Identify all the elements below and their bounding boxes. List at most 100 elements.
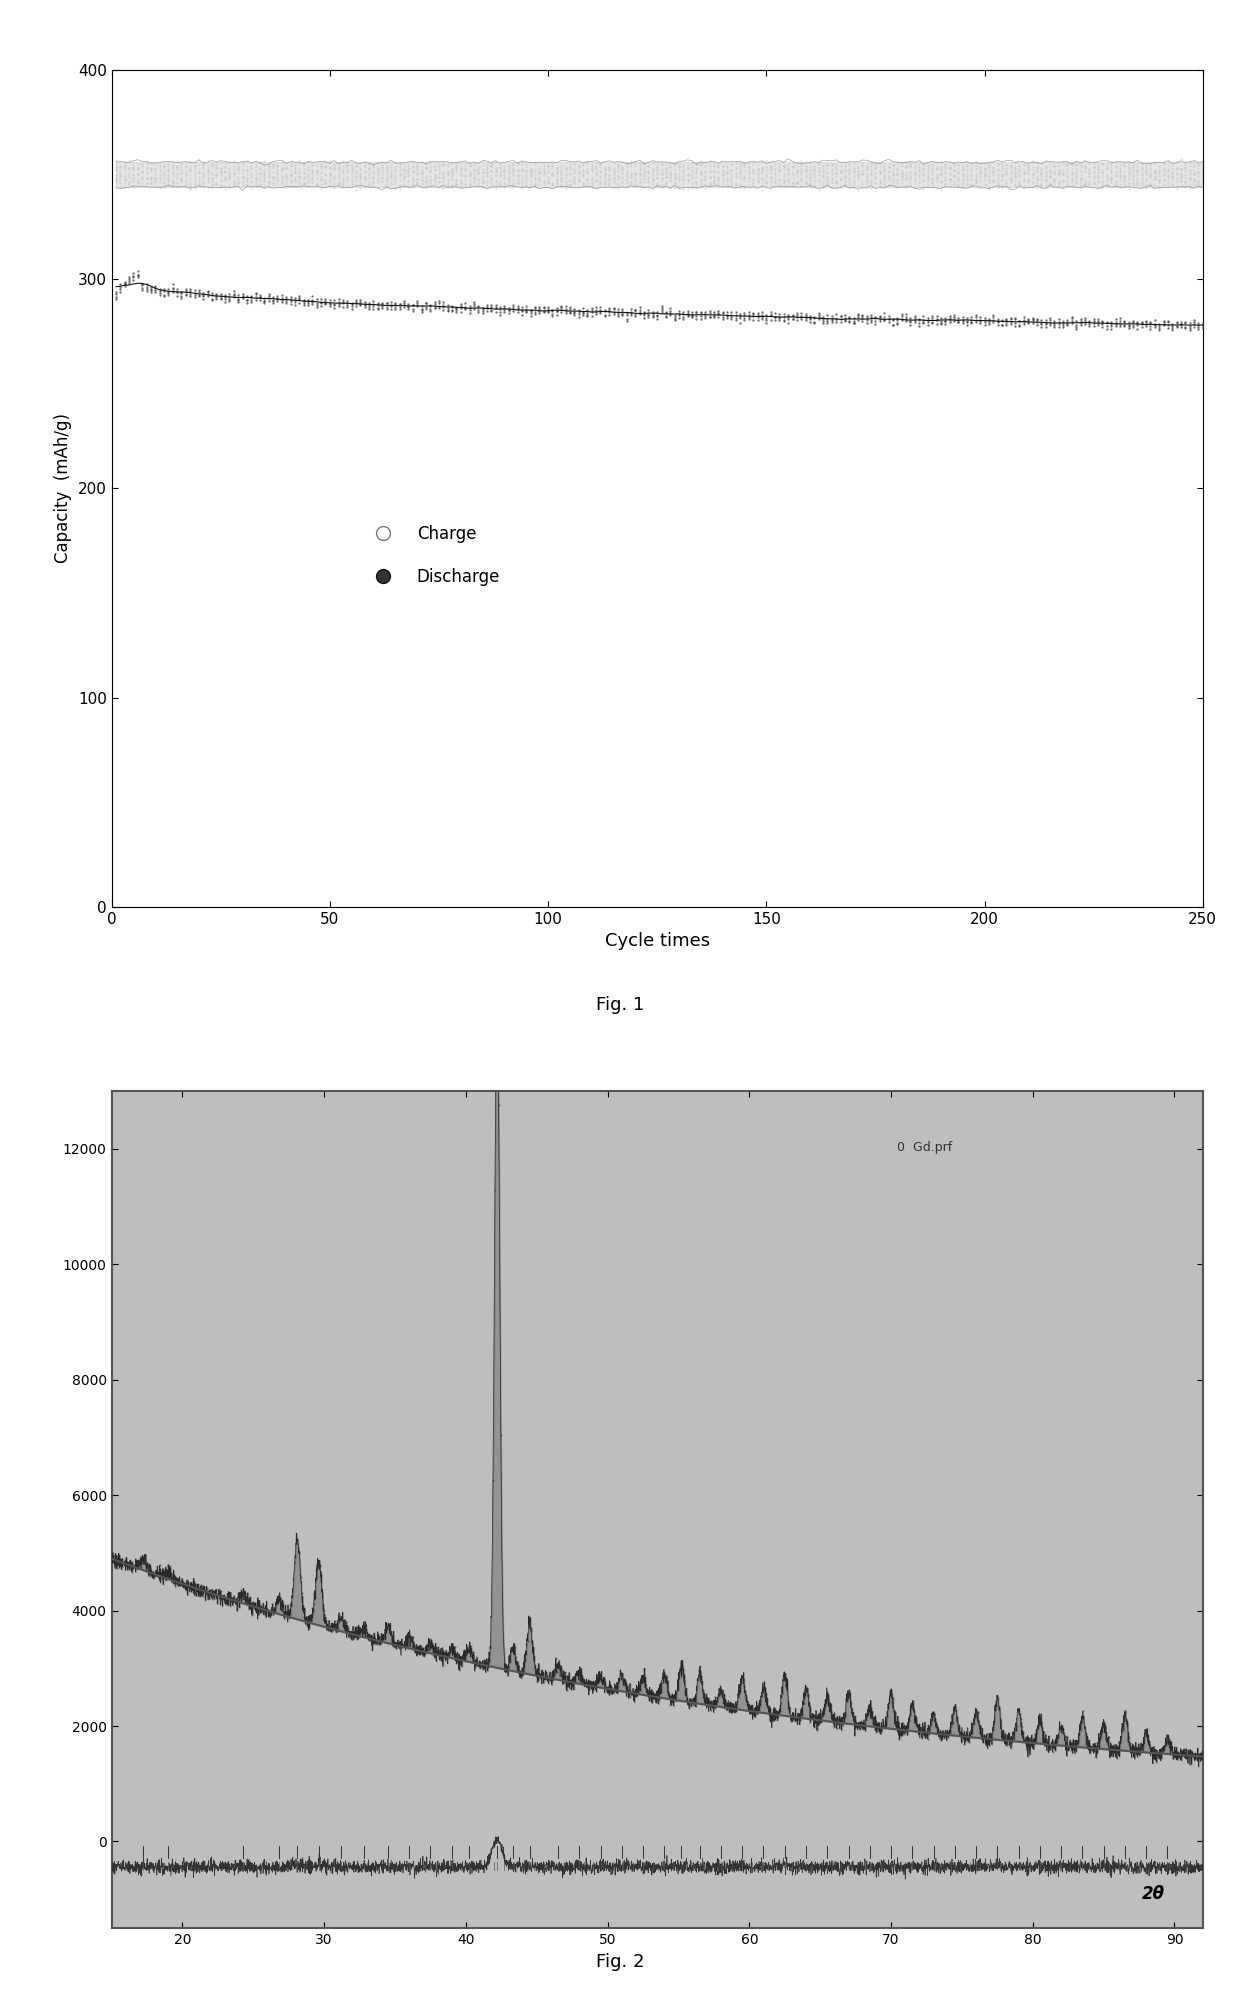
- Point: [517, 1622, 537, 1654]
- Point: [1011, 1702, 1030, 1734]
- Point: [122, 1550, 141, 1582]
- Point: [516, 1644, 536, 1676]
- Point: [203, 1580, 223, 1612]
- Point: [265, 1592, 285, 1624]
- Point: [990, 1690, 1009, 1722]
- Point: [1043, 1728, 1063, 1760]
- Point: [122, 1556, 141, 1588]
- Point: [587, 1666, 606, 1698]
- Point: [843, 1704, 863, 1736]
- Point: [1187, 1742, 1207, 1774]
- Point: [546, 1656, 565, 1688]
- Point: [1058, 1732, 1078, 1764]
- Point: [513, 1654, 533, 1686]
- Point: [284, 1564, 304, 1596]
- Point: [1133, 1730, 1153, 1762]
- Point: [754, 1674, 774, 1706]
- Point: [455, 1642, 475, 1674]
- Point: [941, 1706, 961, 1738]
- Point: [138, 1546, 157, 1578]
- Point: [347, 1620, 367, 1652]
- Point: [1109, 1730, 1128, 1762]
- Point: [467, 1646, 487, 1678]
- Point: [1151, 1732, 1171, 1764]
- Point: [202, 1582, 222, 1614]
- Point: [636, 1674, 656, 1706]
- Point: [480, 1632, 500, 1664]
- Point: [1037, 1722, 1056, 1754]
- Point: [1109, 1736, 1128, 1768]
- Point: [929, 1718, 949, 1750]
- Point: [120, 1548, 140, 1580]
- Point: [1076, 1728, 1096, 1760]
- Point: [614, 1668, 634, 1700]
- Point: [795, 1680, 815, 1712]
- Point: [978, 1724, 998, 1756]
- Point: [1169, 1738, 1189, 1770]
- Point: [756, 1678, 776, 1710]
- Point: [598, 1678, 618, 1710]
- Point: [336, 1606, 356, 1638]
- Point: [436, 1640, 456, 1672]
- Point: [604, 1672, 624, 1704]
- Point: [913, 1714, 932, 1746]
- Point: [296, 1602, 316, 1634]
- Point: [999, 1716, 1019, 1748]
- Point: [260, 1598, 280, 1630]
- Point: [520, 1612, 539, 1644]
- Point: [184, 1568, 203, 1600]
- Point: [745, 1696, 765, 1728]
- Point: [986, 1694, 1006, 1726]
- Point: [208, 1574, 228, 1606]
- Point: [320, 1612, 340, 1644]
- Point: [312, 1580, 332, 1612]
- Point: [614, 1666, 634, 1698]
- Point: [280, 1598, 300, 1630]
- Point: [771, 1686, 791, 1718]
- Point: [361, 1620, 381, 1652]
- Point: [254, 1594, 274, 1626]
- Point: [1100, 1736, 1120, 1768]
- Point: [1120, 1732, 1140, 1764]
- Point: [585, 1672, 605, 1704]
- Point: [921, 1698, 941, 1730]
- Point: [1179, 1748, 1199, 1780]
- Point: [104, 1540, 124, 1572]
- Point: [441, 1630, 461, 1662]
- Point: [1004, 1716, 1024, 1748]
- Point: [759, 1692, 779, 1724]
- Point: [582, 1670, 601, 1702]
- Point: [432, 1644, 451, 1676]
- Point: [584, 1670, 604, 1702]
- Point: [358, 1624, 378, 1656]
- Point: [605, 1670, 625, 1702]
- Point: [1102, 1736, 1122, 1768]
- Point: [541, 1662, 560, 1694]
- Point: [805, 1698, 825, 1730]
- Point: [258, 1594, 278, 1626]
- Point: [445, 1636, 465, 1668]
- Point: [285, 1546, 305, 1578]
- Point: [231, 1582, 250, 1614]
- Point: [109, 1542, 129, 1574]
- Point: [804, 1710, 823, 1742]
- Point: [263, 1588, 283, 1620]
- Point: [1085, 1728, 1105, 1760]
- Point: [386, 1626, 405, 1658]
- Point: [869, 1706, 889, 1738]
- Point: [851, 1708, 870, 1740]
- Point: [857, 1696, 877, 1728]
- Point: [689, 1654, 709, 1686]
- Point: [1063, 1728, 1083, 1760]
- Point: [942, 1706, 962, 1738]
- Point: [521, 1614, 541, 1646]
- Point: [1112, 1712, 1132, 1744]
- Point: [205, 1574, 224, 1606]
- Point: [306, 1562, 326, 1594]
- Point: [934, 1716, 954, 1748]
- Point: [773, 1664, 792, 1696]
- Point: [909, 1708, 929, 1740]
- Point: [737, 1682, 756, 1714]
- Point: [1161, 1724, 1180, 1756]
- Point: [841, 1680, 861, 1712]
